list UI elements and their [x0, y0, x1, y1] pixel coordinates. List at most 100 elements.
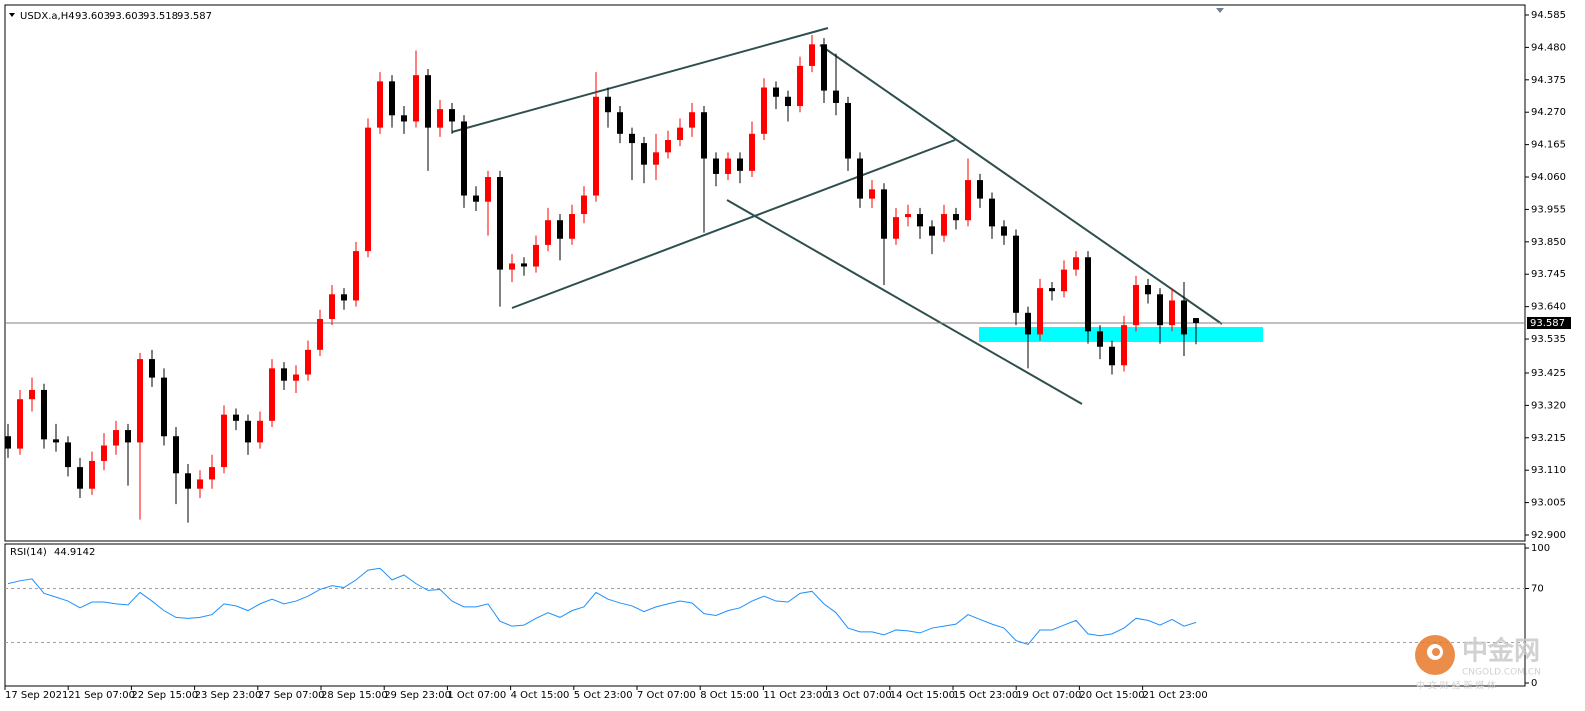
y-tick-label: 93.215: [1531, 433, 1566, 444]
candle-body: [245, 420, 251, 443]
x-tick-label: 7 Oct 07:00: [637, 690, 696, 701]
candle-body: [869, 189, 875, 199]
candle-body: [881, 189, 887, 239]
candle-body: [41, 389, 47, 440]
marks: [4, 14, 1571, 690]
x-tick-label: 14 Oct 15:00: [890, 690, 955, 701]
x-tick-label: 23 Sep 23:00: [195, 690, 262, 701]
logo: [1432, 648, 1440, 656]
candle-body: [617, 112, 623, 134]
x-tick-label: 19 Oct 07:00: [1016, 690, 1081, 701]
x-tick-label: 13 Oct 07:00: [827, 690, 892, 701]
candle-body: [989, 198, 995, 227]
candle-body: [473, 195, 479, 202]
x-tick-label: 11 Oct 23:00: [763, 690, 828, 701]
candle-body: [797, 65, 803, 107]
candle-body: [485, 177, 491, 202]
candle-body: [389, 81, 395, 116]
symbol-title: USDX.a,H4: [20, 11, 75, 22]
candle-body: [53, 439, 59, 443]
candle-body: [953, 214, 959, 221]
candle-body: [101, 445, 107, 461]
candle-body: [353, 251, 359, 301]
candle-body: [221, 414, 227, 468]
candle-body: [713, 158, 719, 174]
candle-body: [161, 377, 167, 437]
last-low: 93.518: [143, 11, 178, 22]
candle-body: [1037, 288, 1043, 335]
candle-body: [209, 467, 215, 480]
x-tick-label: 29 Sep 23:00: [384, 690, 451, 701]
candle-body: [461, 121, 467, 196]
x-tick-label: 4 Oct 15:00: [511, 690, 570, 701]
x-tick-label: 8 Oct 15:00: [700, 690, 759, 701]
y-tick-label: 0: [1531, 678, 1537, 689]
candle-body: [845, 102, 851, 159]
y-tick-label: 93.110: [1531, 465, 1566, 476]
candle-body: [593, 96, 599, 196]
candle-body: [17, 399, 23, 449]
candle-body: [137, 359, 143, 443]
candle-body: [425, 75, 431, 128]
candle-body: [257, 420, 263, 443]
candle-body: [509, 263, 515, 270]
last-open: 93.603: [75, 11, 110, 22]
trend-line: [726, 199, 1083, 405]
x-tick-label: 22 Sep 15:00: [131, 690, 198, 701]
candle-body: [785, 96, 791, 107]
candle-body: [293, 374, 299, 381]
candle-body: [1133, 285, 1139, 326]
menu-arrow: [9, 13, 15, 17]
candle-body: [5, 436, 11, 449]
candle-body: [233, 414, 239, 421]
candle-body: [281, 368, 287, 381]
last-price-box: [1527, 316, 1571, 329]
candle-body: [653, 152, 659, 165]
y-tick-label: 94.375: [1531, 75, 1566, 86]
y-tick-label: 93.745: [1531, 269, 1566, 280]
y-tick-label: 93.850: [1531, 237, 1566, 248]
candle-body: [89, 460, 95, 489]
candle-body: [641, 143, 647, 165]
y-tick-label: 94.165: [1531, 140, 1566, 151]
y-tick-label: 93.005: [1531, 498, 1566, 509]
x-tick-label: 27 Sep 07:00: [258, 690, 325, 701]
candle-body: [749, 133, 755, 171]
candle-body: [1193, 318, 1199, 323]
candle-body: [1049, 288, 1055, 292]
candle-body: [377, 81, 383, 128]
candle-body: [521, 263, 527, 267]
x-tick-label: 17 Sep 2021: [5, 690, 68, 701]
watermark-tagline: 中 文 财 经 新 媒 体: [1416, 680, 1496, 692]
candle-body: [329, 294, 335, 319]
candle-body: [629, 133, 635, 144]
last-close: 93.587: [177, 11, 212, 22]
candle-body: [821, 44, 827, 91]
rsi-title: RSI(14): [10, 547, 47, 558]
candle-body: [1169, 300, 1175, 326]
candle-body: [341, 294, 347, 301]
y-tick-label: 94.270: [1531, 107, 1566, 118]
y-tick-label: 93.955: [1531, 204, 1566, 215]
y-tick-label: 93.320: [1531, 400, 1566, 411]
candle-body: [965, 180, 971, 221]
x-tick-label: 15 Oct 23:00: [953, 690, 1018, 701]
last-high: 93.603: [109, 11, 144, 22]
x-tick-label: 28 Sep 15:00: [321, 690, 388, 701]
trend-line: [819, 44, 1223, 325]
x-tick-label: 1 Oct 07:00: [447, 690, 506, 701]
y-tick-label: 93.640: [1531, 302, 1566, 313]
candle-body: [1073, 257, 1079, 270]
rsi-panel: [4, 543, 1526, 687]
shift-marker: [1216, 8, 1224, 13]
candle-body: [197, 479, 203, 489]
candle-body: [1061, 269, 1067, 292]
candle-body: [533, 244, 539, 267]
x-tick-label: 21 Sep 07:00: [68, 690, 135, 701]
candle-body: [1181, 300, 1187, 335]
watermark-site: CNGOLD.COM.CN: [1462, 668, 1541, 678]
candle-body: [737, 158, 743, 171]
y-tick-label: 92.900: [1531, 530, 1566, 541]
candle-body: [557, 220, 563, 239]
